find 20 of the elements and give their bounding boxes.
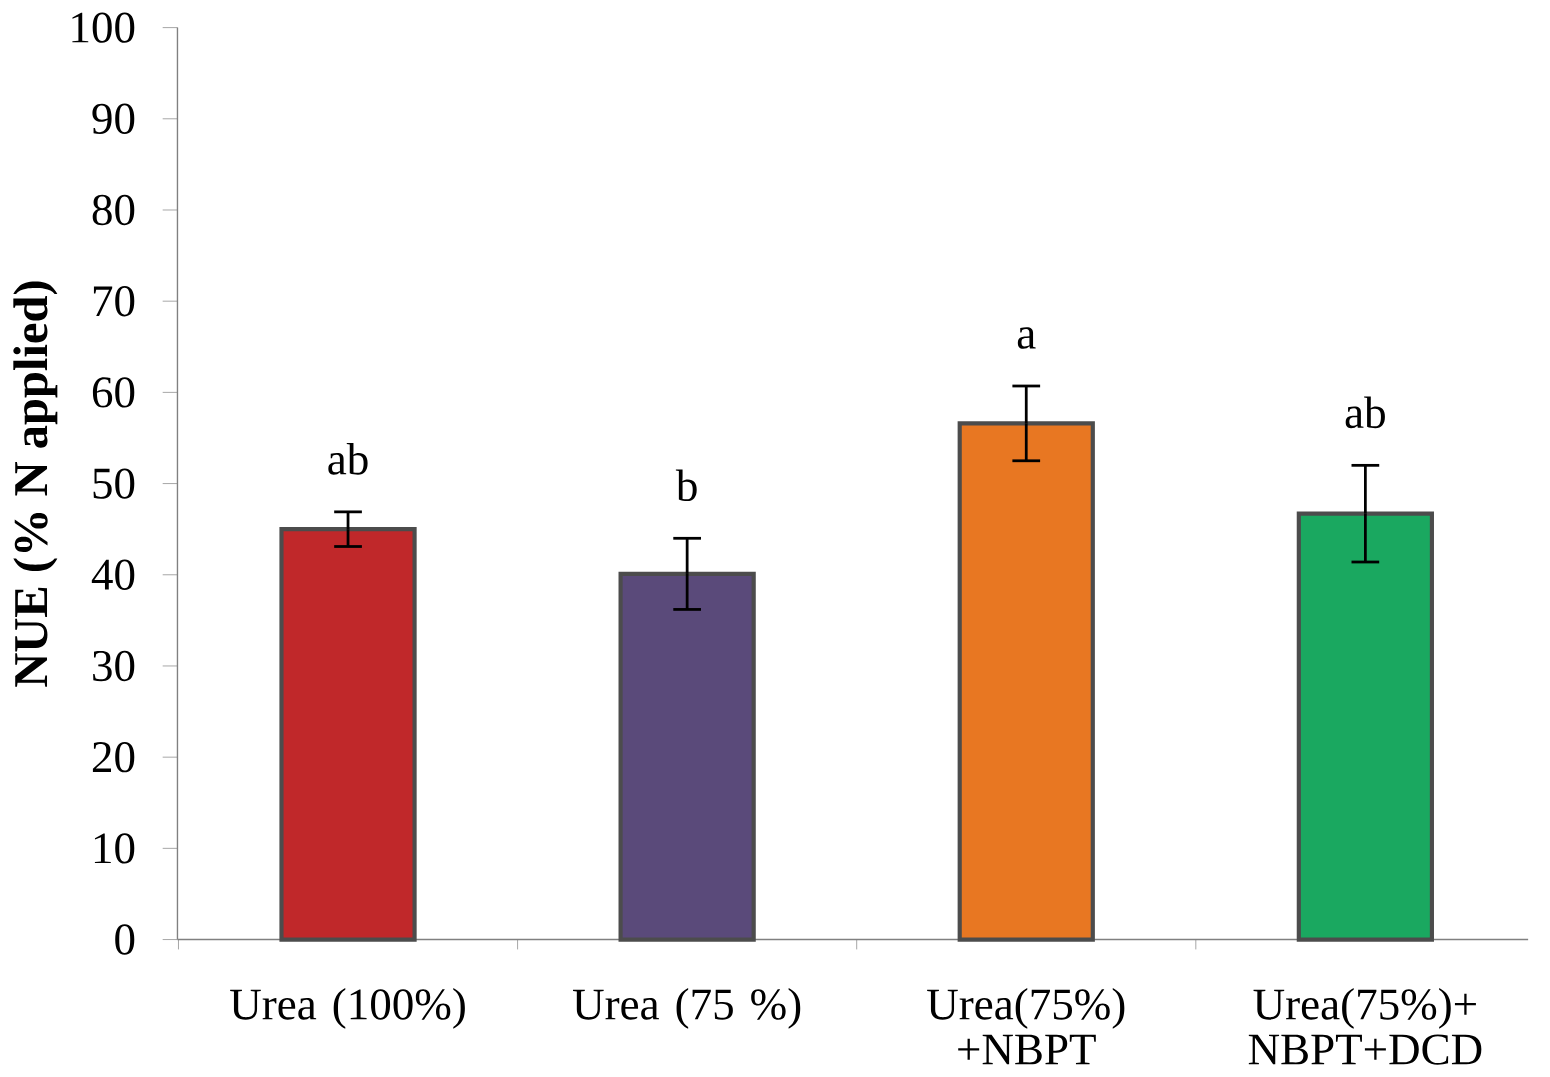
- y-tick-label: 90: [92, 103, 135, 135]
- annotation: ab: [1345, 396, 1385, 429]
- annotation: a: [1017, 327, 1036, 349]
- x-tick-label: Urea (75 %): [573, 988, 801, 1029]
- y-axis-title: NUE (% N applied): [13, 281, 58, 687]
- y-tick-label: 20: [92, 742, 135, 773]
- y-tick-label: 0: [115, 924, 135, 955]
- x-tick-label: Urea (100%): [230, 988, 465, 1029]
- y-tick-label: 10: [94, 833, 135, 864]
- y-tick-label: 100: [72, 12, 135, 43]
- x-tick-label: Urea(75%) +NBPT: [927, 988, 1125, 1065]
- y-tick-label: 30: [93, 650, 135, 682]
- y-tick-label: 50: [93, 468, 135, 499]
- y-tick-label: 70: [93, 286, 135, 317]
- annotation: b: [675, 469, 697, 502]
- y-tick-label: 80: [92, 194, 135, 226]
- x-tick-label: Urea(75%)+ NBPT+DCD: [1248, 988, 1482, 1065]
- y-tick-label: 40: [91, 559, 135, 591]
- annotation: ab: [328, 443, 368, 475]
- y-tick-label: 60: [92, 377, 135, 408]
